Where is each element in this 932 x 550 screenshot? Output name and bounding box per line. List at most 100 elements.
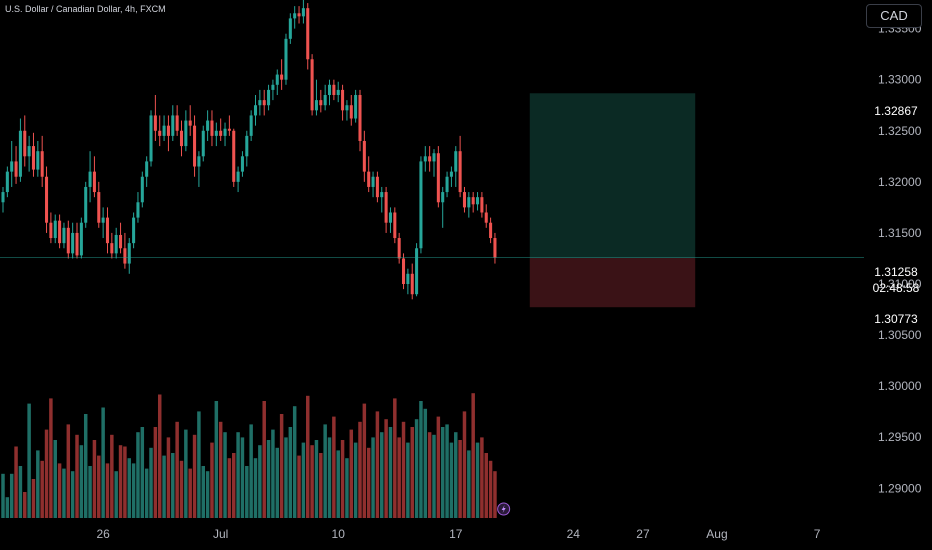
volume-bar bbox=[123, 446, 127, 518]
volume-bar bbox=[210, 442, 214, 518]
y-tick-label: 1.29000 bbox=[878, 481, 922, 495]
x-tick-label: 10 bbox=[332, 527, 346, 541]
volume-bar bbox=[205, 471, 210, 518]
candle bbox=[114, 227, 118, 259]
volume-bar bbox=[166, 437, 171, 518]
volume-bar bbox=[92, 440, 97, 518]
candle bbox=[410, 263, 414, 300]
volume-bar bbox=[375, 411, 380, 518]
volume-bar bbox=[49, 398, 53, 518]
volume-bar bbox=[236, 432, 240, 518]
candle bbox=[423, 146, 427, 172]
y-tick-label: 1.31000 bbox=[878, 277, 922, 291]
candle bbox=[27, 135, 31, 172]
candle bbox=[197, 151, 201, 187]
volume-bar bbox=[297, 455, 301, 518]
y-tick-label: 1.32500 bbox=[878, 124, 922, 138]
candle bbox=[166, 115, 170, 152]
volume-bar bbox=[192, 434, 197, 518]
price-axis[interactable]: 1.335001.330001.325001.320001.315001.310… bbox=[878, 22, 922, 496]
volume-bar bbox=[214, 401, 219, 518]
candle bbox=[406, 268, 410, 295]
volume-bar bbox=[258, 445, 262, 518]
y-tick-label: 1.30000 bbox=[878, 379, 922, 393]
candle bbox=[367, 156, 371, 193]
loss-zone[interactable] bbox=[529, 257, 696, 308]
time-axis[interactable]: 26 Jul 10 17 24 27 Aug 7 bbox=[96, 527, 820, 541]
volume-bar bbox=[384, 419, 388, 518]
candle bbox=[23, 115, 27, 167]
candle bbox=[258, 89, 262, 116]
volume-bar bbox=[14, 446, 18, 518]
candle bbox=[92, 156, 96, 198]
candle bbox=[301, 0, 305, 24]
y-tick-label: 1.32000 bbox=[878, 175, 922, 189]
volume-bar bbox=[419, 401, 423, 518]
candle bbox=[36, 140, 40, 177]
current-price-label: 1.31258 bbox=[874, 265, 918, 279]
candle bbox=[140, 171, 144, 208]
long-position-zones[interactable] bbox=[529, 93, 696, 308]
candle bbox=[188, 105, 192, 136]
candle bbox=[227, 115, 231, 136]
candle bbox=[79, 217, 83, 259]
stop-price-label: 1.30773 bbox=[874, 312, 918, 326]
volume-bar bbox=[136, 432, 140, 518]
volume-bar bbox=[188, 468, 192, 518]
candle bbox=[415, 243, 419, 297]
volume-bar bbox=[153, 427, 158, 518]
candle bbox=[162, 115, 166, 141]
candle bbox=[358, 89, 362, 152]
volume-bar bbox=[275, 447, 280, 518]
candle bbox=[201, 125, 205, 162]
candle bbox=[271, 79, 275, 101]
volume-bar bbox=[245, 466, 249, 518]
volume-bar bbox=[1, 473, 5, 518]
candle bbox=[71, 222, 75, 259]
candle bbox=[380, 186, 384, 213]
volume-bar bbox=[423, 408, 428, 518]
volume-bar bbox=[197, 411, 201, 518]
currency-button[interactable]: CAD bbox=[866, 4, 922, 28]
candle bbox=[206, 110, 210, 141]
volume-bar bbox=[406, 442, 410, 518]
volume-bar bbox=[493, 471, 497, 518]
volume-bar bbox=[36, 450, 40, 518]
candle bbox=[179, 120, 184, 157]
volume-bars bbox=[1, 393, 497, 518]
x-tick-label: Jul bbox=[213, 527, 228, 541]
volume-bar bbox=[488, 460, 493, 518]
candle bbox=[428, 146, 432, 172]
volume-bar bbox=[310, 445, 314, 518]
candle bbox=[484, 204, 488, 228]
current-price-tag: 1.31258 02:48:58 bbox=[867, 262, 925, 298]
candle bbox=[341, 84, 345, 121]
x-tick-label: 7 bbox=[814, 527, 821, 541]
volume-bar bbox=[223, 432, 227, 518]
volume-bar bbox=[179, 460, 184, 518]
volume-bar bbox=[227, 458, 232, 518]
volume-bar bbox=[110, 434, 114, 518]
volume-bar bbox=[436, 416, 441, 518]
volume-bar bbox=[105, 463, 110, 518]
volume-bar bbox=[31, 479, 36, 518]
profit-zone[interactable] bbox=[529, 93, 696, 258]
candle bbox=[397, 232, 401, 264]
volume-bar bbox=[440, 427, 445, 518]
volume-bar bbox=[162, 455, 166, 518]
volume-bar bbox=[262, 401, 266, 518]
volume-bar bbox=[97, 455, 101, 518]
y-tick-label: 1.31500 bbox=[878, 226, 922, 240]
candle bbox=[436, 146, 440, 208]
volume-bar bbox=[140, 427, 145, 518]
candle bbox=[388, 207, 392, 233]
volume-bar bbox=[432, 434, 436, 518]
candle bbox=[184, 110, 188, 152]
volume-bar bbox=[184, 429, 188, 518]
candle bbox=[323, 84, 327, 111]
target-price-label: 1.32867 bbox=[874, 104, 918, 118]
candle bbox=[219, 118, 223, 141]
candle bbox=[462, 186, 466, 213]
lightning-icon[interactable] bbox=[497, 502, 511, 516]
